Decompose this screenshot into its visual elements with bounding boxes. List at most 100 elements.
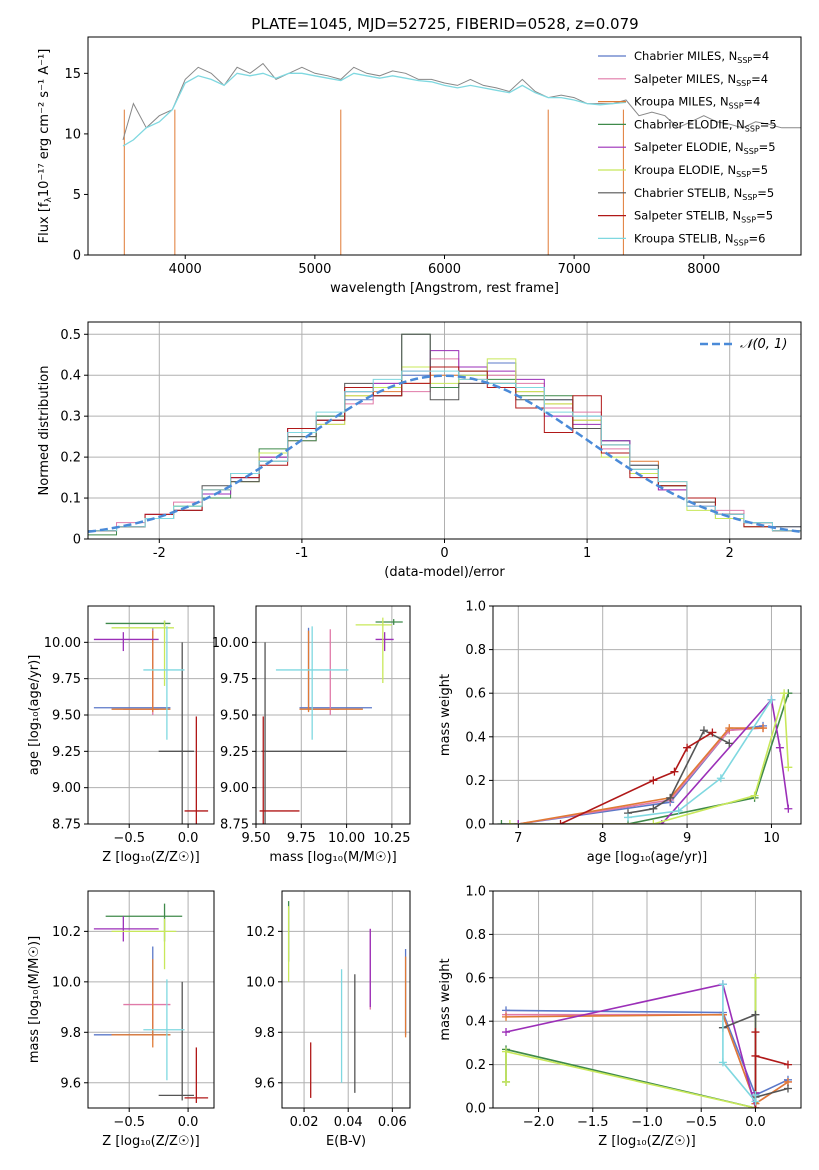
- y-tick-label: 0.4: [465, 1015, 486, 1030]
- weight-marker: [716, 774, 725, 783]
- y-tick-label: 9.25: [220, 745, 249, 760]
- errorbar: [375, 619, 403, 625]
- weight-marker: [718, 980, 727, 989]
- data-spectrum-line: [122, 62, 801, 141]
- legend-label-main: Salpeter STELIB, N: [634, 209, 741, 223]
- errorbar: [111, 918, 177, 970]
- legend-label-tail: =5: [756, 209, 773, 223]
- weight-marker: [784, 763, 793, 772]
- y-tick-label: 0: [73, 249, 81, 264]
- legend-label-main: Kroupa ELODIE, N: [634, 163, 736, 177]
- axes-frame: 7 8 9 10 0.0 0.2 0.4 0.6 0.8 1.0 age [log₁₀(age/yr…: [438, 600, 802, 865]
- weight-line: [501, 692, 790, 824]
- legend-label: 𝒩(0, 1): [740, 337, 787, 352]
- weight-marker: [751, 1051, 760, 1060]
- weight-line: [505, 977, 757, 1108]
- x-tick-label: 7000: [558, 262, 591, 277]
- weight-marker: [751, 1090, 760, 1099]
- legend-label-sub: SSP: [729, 102, 744, 111]
- weight-marker: [767, 695, 776, 704]
- y-tick-label: 10.2: [52, 925, 81, 940]
- legend-label-tail: =4: [751, 72, 768, 86]
- weight-marker: [497, 820, 506, 824]
- legend-entry: Chabrier ELODIE, NSSP=5: [598, 117, 777, 133]
- y-tick-label: 9.50: [52, 709, 81, 724]
- weight-marker: [750, 791, 759, 800]
- errorbar: [158, 981, 194, 1101]
- y-tick-label: 10.0: [246, 975, 275, 990]
- mass-vs-age-panel: 9.50 9.75 10.00 10.25 8.75 9.00 9.25 9.50 9.75 10…: [212, 605, 411, 865]
- y-tick-label: 10.00: [44, 636, 81, 651]
- legend-label-sub: SSP: [745, 124, 760, 133]
- x-tick-label: 0.06: [378, 1115, 407, 1130]
- x-tick-label: −1.0: [631, 1115, 663, 1130]
- y-tick-label: 9.75: [220, 672, 249, 687]
- y-axis-label: mass weight: [438, 958, 453, 1040]
- x-tick-label: 10.25: [373, 831, 410, 846]
- y-tick-label: 8.75: [52, 818, 81, 833]
- legend-entry: Chabrier STELIB, NSSP=5: [598, 186, 774, 202]
- x-tick-label: 6000: [428, 262, 461, 277]
- legend-label: Chabrier ELODIE, NSSP=5: [634, 117, 777, 133]
- x-tick-label: 0.0: [745, 1115, 766, 1130]
- y-tick-label: 0.1: [60, 492, 81, 507]
- weight-marker: [649, 820, 658, 824]
- legend-label-sub: SSP: [744, 147, 759, 156]
- z-vs-weight-panel: −2.0 −1.5 −1.0 −0.5 0.0 0.0 0.2 0.4 0.6 0.8 1.0 Z […: [438, 885, 802, 1149]
- legend-label: Kroupa ELODIE, NSSP=5: [634, 163, 768, 179]
- x-tick-label: 10.00: [328, 831, 365, 846]
- errorbar: [299, 627, 372, 711]
- axes-border: [281, 890, 411, 1109]
- y-tick-label: 10.00: [212, 636, 249, 651]
- gridlines: [282, 891, 410, 1108]
- axes-frame: 9.50 9.75 10.00 10.25 8.75 9.00 9.25 9.50 9.75 10…: [212, 605, 411, 865]
- legend-label-sub: SSP: [737, 56, 752, 65]
- weight-marker: [784, 804, 793, 813]
- x-tick-label: −0.5: [113, 1115, 145, 1130]
- y-tick-label: 0.0: [465, 818, 486, 833]
- axes-border: [492, 605, 802, 825]
- gridlines: [493, 605, 801, 825]
- weight-marker: [505, 820, 514, 824]
- x-tick-label: 5000: [298, 262, 331, 277]
- weight-marker: [514, 820, 523, 824]
- weight-line: [505, 1009, 789, 1097]
- weight-marker: [759, 724, 768, 733]
- errorbar: [184, 716, 209, 824]
- weight-line: [518, 725, 764, 824]
- x-axis-label: mass [log₁₀(M/M☉)]: [269, 850, 396, 865]
- y-tick-label: 0.6: [465, 971, 486, 986]
- x-tick-label: 4000: [169, 262, 202, 277]
- x-axis-label: (data-model)/error: [384, 565, 505, 580]
- gridlines: [255, 606, 410, 825]
- legend-entry: Salpeter MILES, NSSP=4: [598, 72, 768, 88]
- x-tick-label: 0.02: [290, 1115, 319, 1130]
- legend-label-main: Salpeter MILES, N: [634, 72, 736, 86]
- model-spectrum-line: [122, 72, 627, 147]
- x-tick-label: 1: [583, 546, 591, 561]
- y-tick-label: 0.3: [60, 410, 81, 425]
- y-tick-label: 0.2: [60, 451, 81, 466]
- y-axis-label: Flux [fλ10⁻¹⁷ erg cm⁻² s⁻¹ A⁻¹]: [37, 49, 54, 244]
- plot-area: [93, 903, 209, 1103]
- errorbar: [123, 991, 171, 1030]
- plot-area: [259, 617, 403, 824]
- y-tick-label: 9.00: [220, 781, 249, 796]
- x-tick-label: −1.5: [577, 1115, 609, 1130]
- y-tick-label: 0.5: [60, 328, 81, 343]
- y-tick-label: 1.0: [465, 885, 486, 900]
- weight-marker: [624, 813, 633, 822]
- weight-marker: [751, 1028, 760, 1037]
- y-tick-label: 9.25: [52, 745, 81, 760]
- weight-marker: [556, 820, 565, 824]
- y-tick-label: 9.00: [52, 781, 81, 796]
- y-axis-label: mass [log₁₀(M/M☉)]: [27, 936, 42, 1063]
- legend-label-main: Kroupa MILES, N: [634, 95, 729, 109]
- weight-line: [627, 699, 773, 819]
- weight-marker: [649, 776, 658, 785]
- y-tick-label: 0.4: [465, 730, 486, 745]
- axes-frame: -2 -1 0 1 2 0 0.1 0.2 0.3 0.4 0.5 (data-model)/erro…: [37, 321, 802, 580]
- y-tick-label: 0.8: [465, 643, 486, 658]
- weight-marker: [502, 1077, 511, 1086]
- legend-entry: Kroupa MILES, NSSP=4: [598, 95, 760, 111]
